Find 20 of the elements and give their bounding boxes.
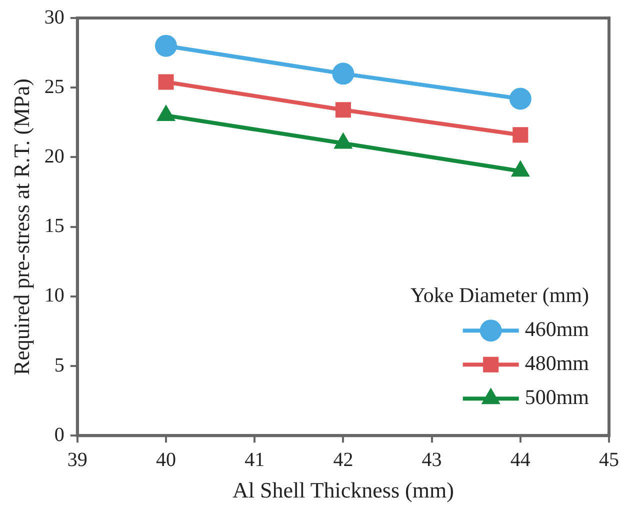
x-tick-label: 42 <box>333 448 354 471</box>
x-tick-label: 44 <box>510 448 530 471</box>
legend-label: 460mm <box>524 317 590 342</box>
y-tick-label: 25 <box>44 76 64 98</box>
legend-label: 500mm <box>524 385 590 410</box>
y-tick-label: 30 <box>44 6 64 28</box>
y-tick-label: 10 <box>44 284 64 307</box>
x-tick-label: 40 <box>156 448 176 471</box>
x-tick-label: 39 <box>67 448 88 471</box>
y-tick-label: 0 <box>54 424 64 446</box>
legend-title: Yoke Diameter (mm) <box>410 283 589 308</box>
y-tick-label: 15 <box>44 215 64 238</box>
y-tick-label: 5 <box>54 354 64 376</box>
x-axis-title: Al Shell Thickness (mm) <box>232 478 454 503</box>
legend-label: 480mm <box>524 351 590 376</box>
y-tick-label: 20 <box>44 145 64 168</box>
x-tick-label: 43 <box>422 448 442 471</box>
x-tick-label: 41 <box>244 448 265 471</box>
x-tick-label: 45 <box>599 448 619 471</box>
y-axis-title: Required pre-stress at R.T. (MPa) <box>8 78 34 376</box>
